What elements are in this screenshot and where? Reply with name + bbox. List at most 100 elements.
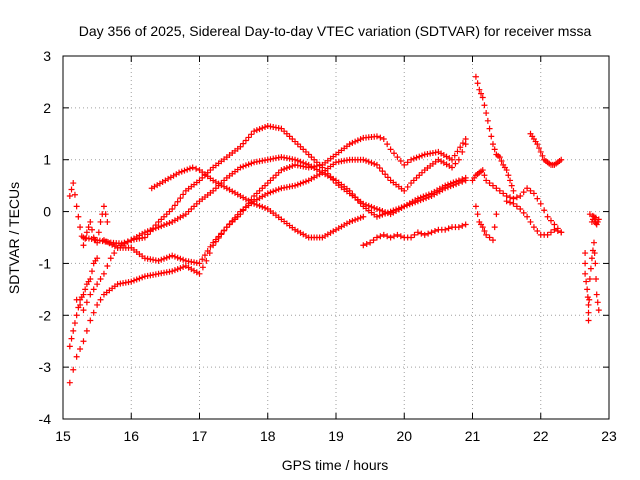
data-point [380,135,387,142]
data-point [66,343,73,350]
data-point [141,234,148,241]
data-point [592,260,599,267]
data-point [71,191,78,198]
y-tick-label: 3 [43,48,51,64]
data-point [176,169,183,176]
data-point [100,270,107,277]
data-point [558,156,565,163]
data-point [94,281,101,288]
series-track-h [66,255,101,350]
data-point [491,146,498,153]
data-point [503,167,510,174]
data-point [259,125,266,132]
data-point [472,73,479,80]
data-point [166,219,173,226]
data-point [193,165,200,172]
data-point [510,195,517,202]
data-point [510,187,517,194]
data-point [534,195,541,202]
data-point [476,86,483,93]
data-point [264,190,271,197]
data-point [186,165,193,172]
data-point [547,229,554,236]
data-point [171,253,178,260]
x-tick-labels: 15 16 17 18 19 20 21 22 23 [55,428,617,444]
data-point [300,159,307,166]
data-point [78,233,85,240]
data-point [527,218,534,225]
data-point [161,222,168,229]
data-point [537,200,544,207]
data-point [360,242,367,249]
data-point [87,218,94,225]
data-point [75,213,82,220]
data-point [231,214,238,221]
data-point [242,137,249,144]
data-point [368,203,375,210]
data-point [180,264,187,271]
data-point [417,197,424,204]
series-track-o [586,211,602,228]
data-point [455,224,462,231]
data-point [147,227,154,234]
data-point [462,177,469,184]
data-point [503,198,510,205]
data-point [368,159,375,166]
y-tick-label: -3 [39,359,52,375]
data-point [242,162,249,169]
data-point [588,255,595,262]
data-point [294,157,301,164]
data-point [70,180,77,187]
data-point [177,255,184,262]
data-point [234,211,241,218]
data-point [517,193,524,200]
data-point [174,266,181,273]
data-point [80,307,87,314]
data-point [158,223,165,230]
data-point [449,156,456,163]
data-point [196,270,203,277]
data-point [401,187,408,194]
data-point [594,299,601,306]
data-point [536,145,543,152]
data-point [373,234,380,241]
data-point [445,225,452,232]
data-point [524,185,531,192]
data-point [272,187,279,194]
data-point [83,327,90,334]
data-points [66,73,602,386]
data-point [423,195,430,202]
data-point [452,160,459,167]
data-point [401,161,408,168]
data-point [595,307,602,314]
data-point [505,172,512,179]
data-point [82,286,89,293]
data-point [507,177,514,184]
data-point [483,177,490,184]
data-point [240,163,247,170]
data-point [212,236,219,243]
data-point [431,228,438,235]
data-point [379,168,386,175]
data-point [462,221,469,228]
data-point [394,231,401,238]
data-point [346,187,353,194]
data-point [180,191,187,198]
data-point [459,222,466,229]
data-point [593,275,600,282]
data-point [139,274,146,281]
data-point [520,189,527,196]
data-point [489,237,496,244]
series-track-g [66,180,111,249]
data-point [371,160,378,167]
data-point [590,239,597,246]
data-point [71,320,78,327]
data-point [87,275,94,282]
data-point [278,167,285,174]
data-point [462,141,469,148]
data-point [270,188,277,195]
data-point [360,213,367,220]
data-point [508,182,515,189]
data-point [302,178,309,185]
data-point [294,181,301,188]
